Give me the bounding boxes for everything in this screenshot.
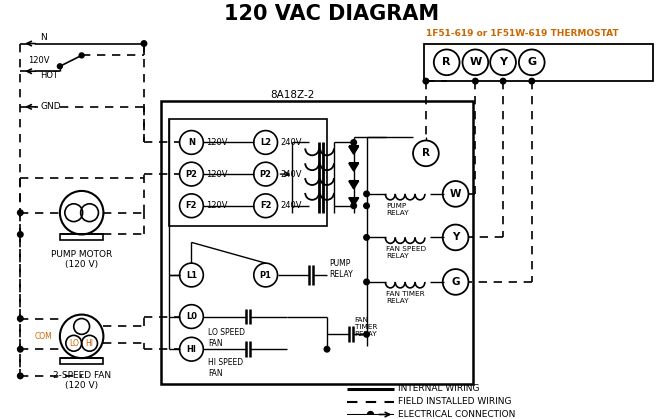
Text: HI SPEED
FAN: HI SPEED FAN (208, 358, 243, 378)
Text: F2: F2 (260, 201, 271, 210)
Circle shape (324, 347, 330, 352)
Text: P1: P1 (260, 271, 271, 279)
Circle shape (364, 235, 369, 240)
Circle shape (364, 331, 369, 337)
Text: N: N (188, 138, 195, 147)
Text: R: R (442, 57, 451, 67)
Text: (120 V): (120 V) (65, 381, 98, 390)
Text: P2: P2 (186, 170, 198, 178)
Circle shape (79, 53, 84, 58)
Text: 240V: 240V (281, 201, 302, 210)
Text: 8A18Z-2: 8A18Z-2 (270, 90, 314, 100)
Text: 120V: 120V (206, 170, 228, 178)
Bar (169, 119, 327, 225)
Text: R: R (422, 148, 430, 158)
Text: HI: HI (186, 345, 196, 354)
Text: FAN SPEED
RELAY: FAN SPEED RELAY (387, 246, 427, 259)
Circle shape (529, 78, 535, 84)
Circle shape (472, 78, 478, 84)
Text: FAN TIMER
RELAY: FAN TIMER RELAY (387, 291, 425, 304)
Text: LO: LO (69, 339, 78, 348)
Text: G: G (452, 277, 460, 287)
Text: 120V: 120V (28, 56, 50, 65)
Circle shape (17, 347, 23, 352)
Text: Y: Y (452, 233, 459, 243)
Text: F2: F2 (186, 201, 197, 210)
Circle shape (17, 232, 23, 237)
Text: L0: L0 (186, 312, 197, 321)
Text: PUMP
RELAY: PUMP RELAY (329, 259, 352, 279)
Polygon shape (349, 198, 358, 206)
Text: COM: COM (34, 332, 52, 341)
Text: INTERNAL WIRING: INTERNAL WIRING (398, 384, 480, 393)
Circle shape (500, 78, 506, 84)
Circle shape (364, 279, 369, 285)
Circle shape (364, 203, 369, 209)
Circle shape (351, 140, 356, 145)
Text: 1F51-619 or 1F51W-619 THERMOSTAT: 1F51-619 or 1F51W-619 THERMOSTAT (426, 29, 618, 38)
Text: ELECTRICAL CONNECTION: ELECTRICAL CONNECTION (398, 410, 516, 419)
Text: FAN
TIMER
RELAY: FAN TIMER RELAY (354, 317, 377, 336)
Text: L2: L2 (260, 138, 271, 147)
Circle shape (17, 210, 23, 215)
Text: PUMP
RELAY: PUMP RELAY (387, 203, 409, 216)
Text: W: W (469, 57, 482, 67)
Circle shape (423, 78, 429, 84)
Circle shape (17, 316, 23, 321)
Text: Y: Y (499, 57, 507, 67)
Text: PUMP MOTOR: PUMP MOTOR (51, 250, 113, 259)
Text: G: G (527, 57, 536, 67)
Text: 2-SPEED FAN: 2-SPEED FAN (52, 371, 111, 380)
Text: L1: L1 (186, 271, 197, 279)
Text: 120 VAC DIAGRAM: 120 VAC DIAGRAM (224, 4, 440, 24)
Text: HI: HI (86, 339, 94, 348)
Circle shape (364, 191, 369, 197)
Polygon shape (349, 163, 358, 171)
Text: W: W (450, 189, 462, 199)
Polygon shape (349, 146, 358, 154)
Text: 240V: 240V (281, 170, 302, 178)
Bar (161, 101, 474, 384)
Text: (120 V): (120 V) (65, 260, 98, 269)
Text: P2: P2 (260, 170, 271, 178)
Text: N: N (40, 33, 47, 42)
Text: FIELD INSTALLED WIRING: FIELD INSTALLED WIRING (398, 397, 512, 406)
Text: HOT: HOT (40, 71, 58, 80)
Text: 120V: 120V (206, 138, 228, 147)
Circle shape (351, 203, 356, 209)
Circle shape (58, 64, 62, 69)
Polygon shape (349, 181, 358, 189)
Bar (60, 235, 103, 241)
Circle shape (141, 41, 147, 46)
Circle shape (17, 373, 23, 379)
Text: GND: GND (40, 102, 61, 111)
Text: 240V: 240V (281, 138, 302, 147)
Circle shape (368, 411, 373, 417)
Bar (424, 44, 653, 81)
Text: 120V: 120V (206, 201, 228, 210)
Text: LO SPEED
FAN: LO SPEED FAN (208, 328, 245, 348)
Bar (60, 358, 103, 364)
